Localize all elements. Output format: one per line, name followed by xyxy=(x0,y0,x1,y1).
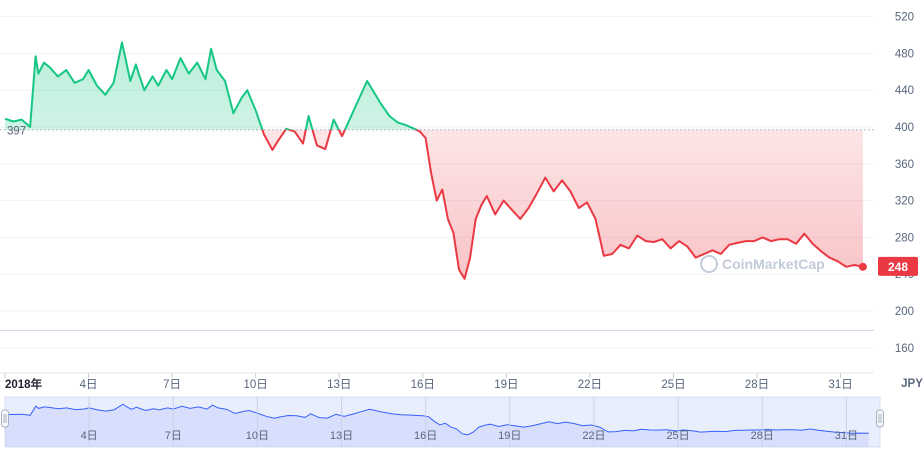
y-tick-label: 160 xyxy=(895,343,914,355)
x-tick-label: 22日 xyxy=(578,379,602,391)
x-tick-label: 10日 xyxy=(244,379,268,391)
navigator-tick-label: 13日 xyxy=(330,430,353,442)
y-tick-label: 320 xyxy=(895,196,914,208)
y-tick-label: 400 xyxy=(895,122,914,134)
x-tick-label: 7日 xyxy=(163,379,181,391)
navigator-tick-label: 10日 xyxy=(246,430,269,442)
current-price-label: 248 xyxy=(888,260,908,274)
navigator-right-handle[interactable] xyxy=(877,410,884,427)
navigator-tick-label: 28日 xyxy=(751,430,774,442)
navigator[interactable]: 4日 7日 10日 13日 16日 19日 22日 25日 28日 31日 xyxy=(2,397,884,447)
y-tick-label: 360 xyxy=(895,159,914,171)
navigator-left-handle[interactable] xyxy=(2,410,9,427)
x-tick-label: 4日 xyxy=(80,379,98,391)
watermark-logo-icon xyxy=(701,256,717,272)
currency-label: JPY xyxy=(901,378,923,390)
x-tick-label: 13日 xyxy=(327,379,351,391)
baseline-label: 397 xyxy=(7,125,26,137)
navigator-tick-label: 22日 xyxy=(582,430,605,442)
x-tick-label: 25日 xyxy=(661,379,685,391)
navigator-tick-label: 31日 xyxy=(835,430,858,442)
y-tick-label: 280 xyxy=(895,232,914,244)
y-tick-label: 200 xyxy=(895,306,914,318)
x-tick-label: 28日 xyxy=(745,379,769,391)
navigator-tick-label: 4日 xyxy=(81,430,98,442)
last-point-dot xyxy=(859,263,867,271)
x-tick-label: 31日 xyxy=(828,379,852,391)
watermark-text: CoinMarketCap xyxy=(722,256,825,272)
navigator-tick-label: 25日 xyxy=(666,430,689,442)
y-tick-label: 440 xyxy=(895,85,914,97)
y-tick-label: 480 xyxy=(895,48,914,60)
navigator-tick-label: 7日 xyxy=(165,430,182,442)
x-tick-label: 16日 xyxy=(411,379,435,391)
x-tick-label: 2018年 xyxy=(5,377,43,391)
navigator-tick-label: 16日 xyxy=(414,430,437,442)
x-tick-label: 19日 xyxy=(494,379,518,391)
watermark: CoinMarketCap xyxy=(701,256,825,272)
y-tick-label: 520 xyxy=(895,12,914,24)
navigator-tick-label: 19日 xyxy=(498,430,521,442)
